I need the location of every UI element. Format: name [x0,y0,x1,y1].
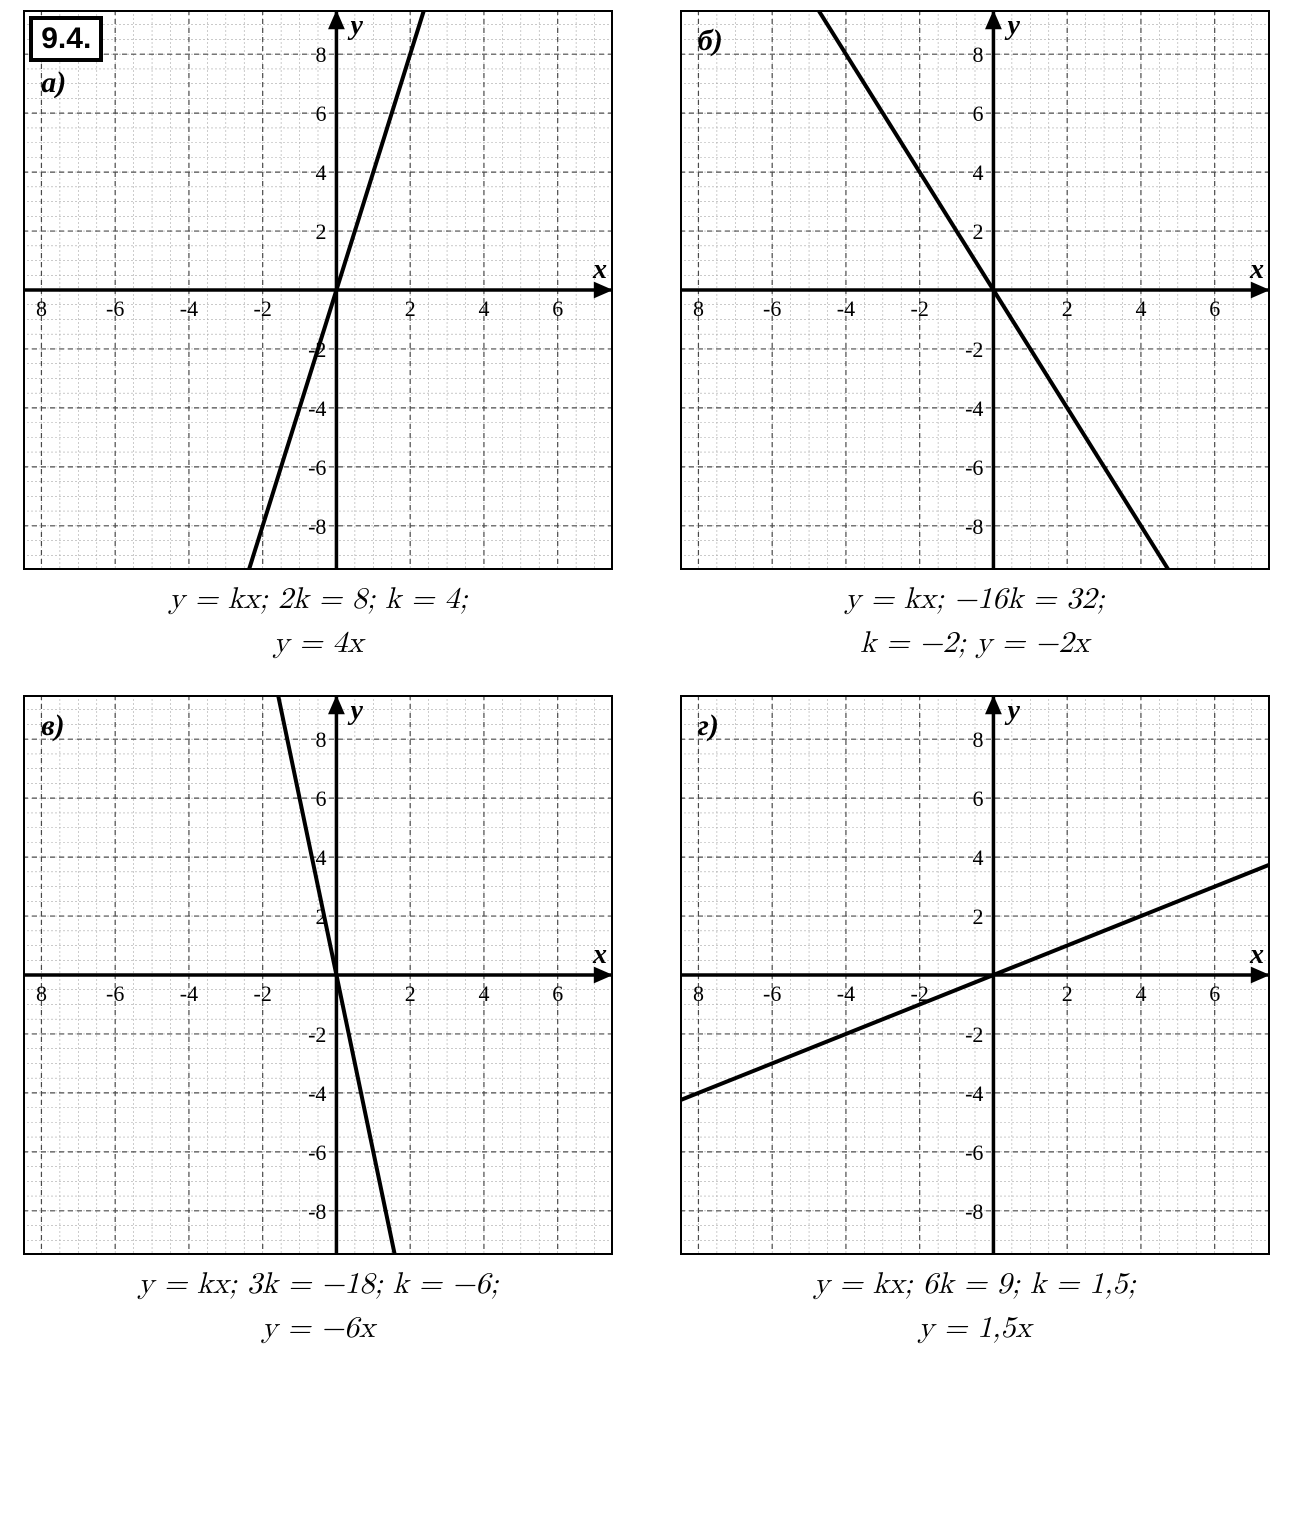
ytick-label: -4 [965,1081,983,1106]
caption-line: y = kx; −16k = 32; [845,578,1105,622]
chart-wrap: 8-6-4-2246-8-6-4-22468xyв) [23,695,613,1255]
xtick-label: -6 [106,296,124,321]
xtick-label: 2 [405,981,416,1006]
ytick-label: -6 [965,455,983,480]
chart-wrap: 8-6-4-2246-8-6-4-22468xyа)9.4. [23,10,613,570]
chart-caption: y = kx; 2k = 8; k = 4;y = 4x [169,578,468,665]
ytick-label: -8 [308,1199,326,1224]
caption-line: y = kx; 3k = −18; k = −6; [138,1263,499,1307]
x-axis-label: x [592,254,607,285]
ytick-label: -2 [308,1022,326,1047]
caption-line: y = kx; 6k = 9; k = 1,5; [814,1263,1136,1307]
ytick-label: -4 [308,1081,326,1106]
ytick-label: 4 [972,845,983,870]
ytick-label: 6 [972,786,983,811]
xtick-label: 2 [1061,296,1072,321]
chart-a: 8-6-4-2246-8-6-4-22468xy [23,10,613,570]
xtick-label: 8 [693,296,704,321]
ytick-label: 2 [972,904,983,929]
caption-line: y = −6x [138,1307,499,1351]
panel-c: 8-6-4-2246-8-6-4-22468xyв)y = kx; 3k = −… [10,695,627,1350]
x-axis-label: x [592,939,607,970]
xtick-label: -4 [837,296,855,321]
ytick-label: 8 [972,42,983,67]
ytick-label: -4 [308,396,326,421]
y-axis-label: y [1004,10,1020,41]
xtick-label: 2 [405,296,416,321]
ytick-label: -4 [965,396,983,421]
ytick-label: 6 [972,101,983,126]
ytick-label: 2 [316,219,327,244]
ytick-label: 6 [316,101,327,126]
xtick-label: -2 [254,296,272,321]
y-axis-label: y [348,695,364,726]
ytick-label: 6 [316,786,327,811]
ytick-label: 8 [316,727,327,752]
chart-caption: y = kx; −16k = 32;k = −2; y = −2x [845,578,1105,665]
panel-sublabel: а) [41,66,66,100]
ytick-label: -8 [308,514,326,539]
y-axis-label: y [1004,695,1020,726]
xtick-label: -4 [837,981,855,1006]
chart-caption: y = kx; 6k = 9; k = 1,5;y = 1,5x [814,1263,1136,1350]
xtick-label: 4 [479,981,490,1006]
panel-sublabel: б) [698,24,723,58]
ytick-label: 2 [972,219,983,244]
xtick-label: 4 [1135,981,1146,1006]
ytick-label: 4 [316,845,327,870]
caption-line: y = 1,5x [814,1307,1136,1351]
panel-a: 8-6-4-2246-8-6-4-22468xyа)9.4.y = kx; 2k… [10,10,627,665]
xtick-label: -6 [106,981,124,1006]
xtick-label: -6 [763,296,781,321]
panel-b: 8 -6 -4 -2 2 4 6 -8 -6 -4 -2 2 4 6 8 x y б) y = kx; −16k =… [667,10,1284,665]
xtick-label: 8 [693,981,704,1006]
panel-d: 8-6-4-2246-8-6-4-22468xyг)y = kx; 6k = 9… [667,695,1284,1350]
chart-c: 8-6-4-2246-8-6-4-22468xy [23,695,613,1255]
y-axis-label: y [348,10,364,41]
xtick-label: 8 [36,296,47,321]
problem-number-box: 9.4. [29,16,103,62]
ytick-label: 8 [316,42,327,67]
ytick-label: -2 [965,1022,983,1047]
xtick-label: 6 [552,296,563,321]
xtick-label: 4 [479,296,490,321]
chart-b: 8 -6 -4 -2 2 4 6 -8 -6 -4 -2 2 4 6 8 x y [680,10,1270,570]
xtick-label: 6 [552,981,563,1006]
chart-caption: y = kx; 3k = −18; k = −6;y = −6x [138,1263,499,1350]
xtick-label: -6 [763,981,781,1006]
x-axis-label: x [1249,254,1264,285]
ytick-label: -2 [965,337,983,362]
ytick-label: -6 [308,455,326,480]
caption-line: k = −2; y = −2x [845,622,1105,666]
xtick-label: 2 [1061,981,1072,1006]
caption-line: y = 4x [169,622,468,666]
xtick-label: -2 [910,296,928,321]
ytick-label: -8 [965,514,983,539]
chart-wrap: 8-6-4-2246-8-6-4-22468xyг) [680,695,1270,1255]
xtick-label: -4 [180,981,198,1006]
xtick-label: 8 [36,981,47,1006]
chart-wrap: 8 -6 -4 -2 2 4 6 -8 -6 -4 -2 2 4 6 8 x y б) [680,10,1270,570]
xtick-label: 6 [1209,296,1220,321]
chart-d: 8-6-4-2246-8-6-4-22468xy [680,695,1270,1255]
caption-line: y = kx; 2k = 8; k = 4; [169,578,468,622]
ytick-label: -8 [965,1199,983,1224]
ytick-label: -6 [965,1140,983,1165]
xtick-label: -4 [180,296,198,321]
ytick-label: 8 [972,727,983,752]
xtick-label: -2 [254,981,272,1006]
panel-sublabel: г) [698,709,719,743]
xtick-label: 4 [1135,296,1146,321]
panel-sublabel: в) [41,709,64,743]
ytick-label: 4 [972,160,983,185]
ytick-label: 4 [316,160,327,185]
x-axis-label: x [1249,939,1264,970]
xtick-label: 6 [1209,981,1220,1006]
ytick-label: -6 [308,1140,326,1165]
